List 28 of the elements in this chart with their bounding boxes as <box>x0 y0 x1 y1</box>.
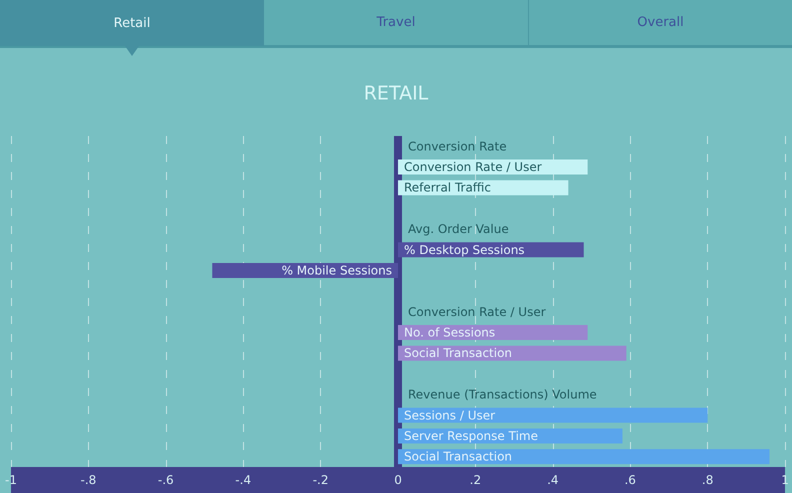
y-tick-label: Conversion Rate <box>408 139 507 154</box>
y-tick-label: Sessions / User <box>404 408 496 422</box>
x-tick-label: .6 <box>624 473 636 487</box>
text: Travel <box>376 15 416 30</box>
text: Overall <box>637 15 684 30</box>
x-tick-label: -.8 <box>80 473 96 487</box>
y-tick-label: Server Response Time <box>404 428 538 443</box>
bar <box>398 449 770 464</box>
x-tick-label: -.4 <box>235 473 252 487</box>
y-tick-label: Avg. Order Value <box>408 222 509 236</box>
x-tick-label: 0 <box>394 473 402 487</box>
y-tick-label: Social Transaction <box>404 450 512 464</box>
x-tick-label: .4 <box>547 473 559 487</box>
y-tick-label: Social Transaction <box>404 346 512 360</box>
y-tick-label: Conversion Rate / User <box>404 160 542 174</box>
y-tick-label: % Mobile Sessions <box>282 263 392 278</box>
y-tick-label: Conversion Rate / User <box>408 304 546 319</box>
y-tick-label: Revenue (Transactions) Volume <box>408 388 597 402</box>
x-tick-label: .2 <box>470 473 482 487</box>
y-tick-label: Referral Traffic <box>404 180 491 195</box>
x-tick-label: -.2 <box>312 473 328 487</box>
x-tick-label: .8 <box>702 473 714 487</box>
y-tick-label: % Desktop Sessions <box>404 242 525 257</box>
chart-title: RETAIL <box>364 82 429 104</box>
x-tick-label: -.6 <box>158 473 174 487</box>
text: Retail <box>114 16 150 30</box>
y-tick-label: No. of Sessions <box>404 326 496 340</box>
bar <box>398 408 708 423</box>
